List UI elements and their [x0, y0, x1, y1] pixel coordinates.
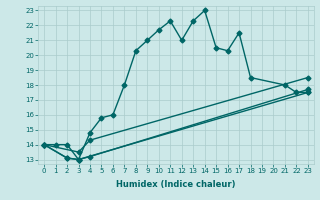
X-axis label: Humidex (Indice chaleur): Humidex (Indice chaleur) — [116, 180, 236, 189]
